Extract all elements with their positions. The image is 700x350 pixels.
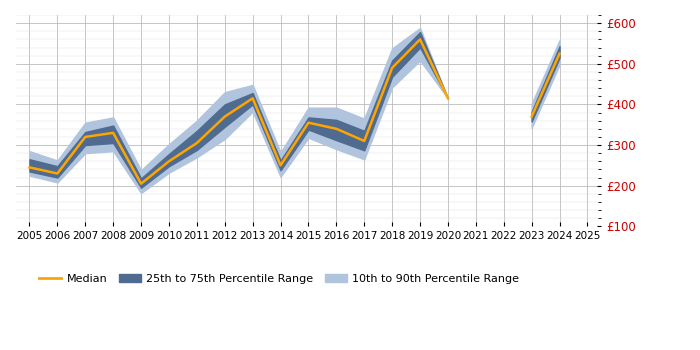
Legend: Median, 25th to 75th Percentile Range, 10th to 90th Percentile Range: Median, 25th to 75th Percentile Range, 1…: [34, 270, 524, 288]
